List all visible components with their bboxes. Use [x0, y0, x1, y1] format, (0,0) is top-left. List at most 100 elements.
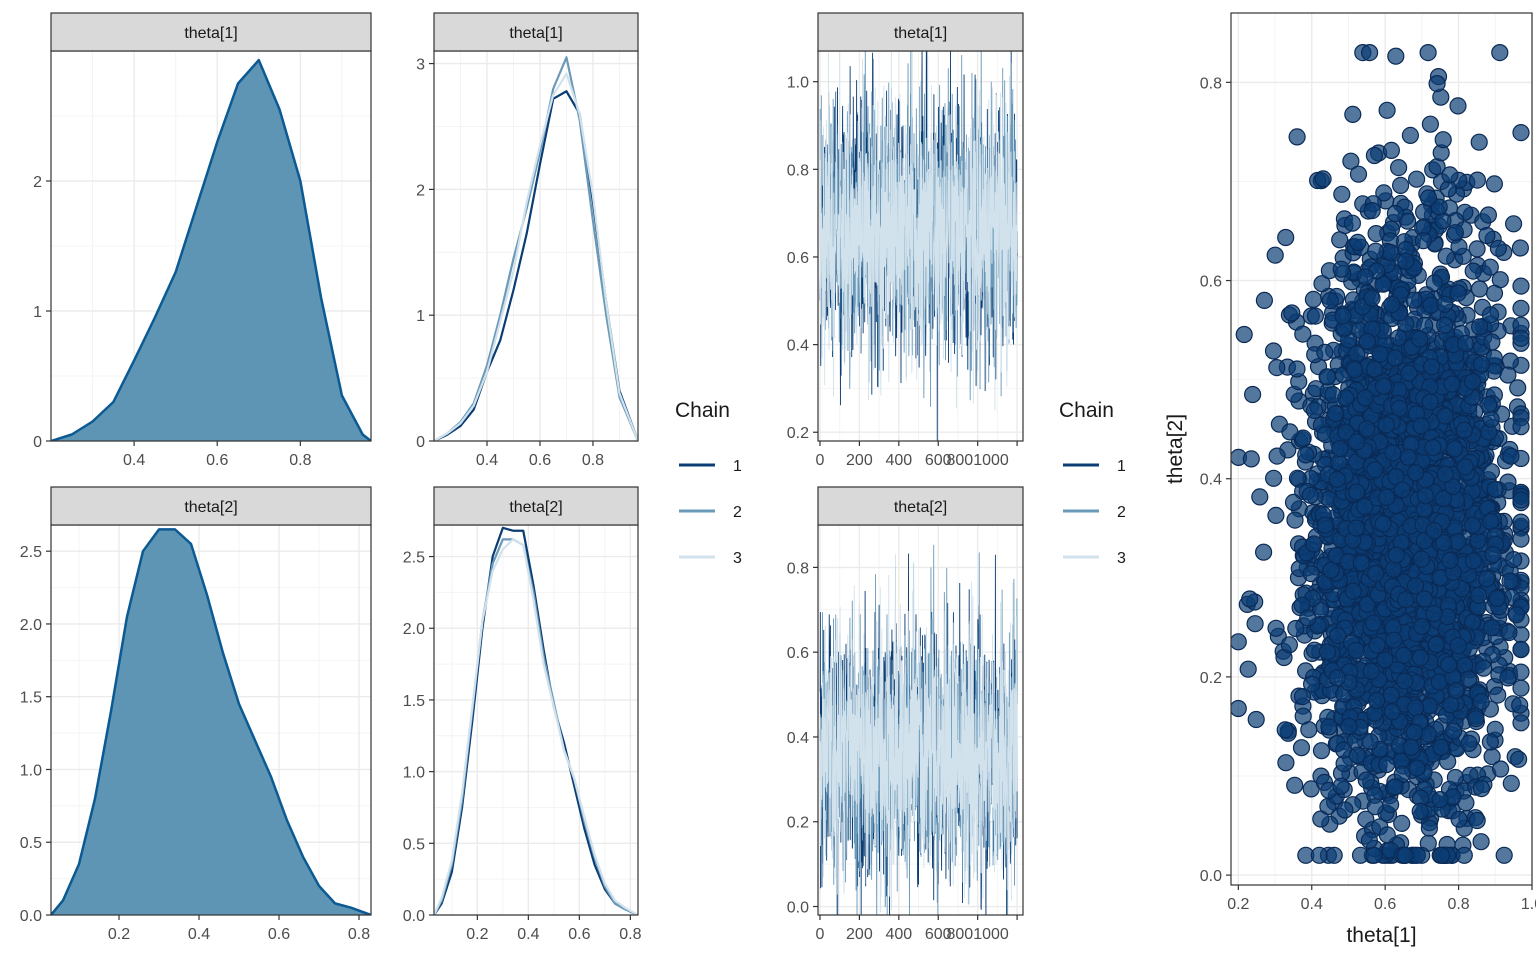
scatter-point: [1344, 582, 1362, 600]
scatter-point: [1442, 696, 1460, 714]
y-tick-label: 0.5: [20, 835, 42, 852]
scatter-point: [1302, 564, 1320, 583]
scatter-point: [1445, 440, 1464, 458]
scatter-point: [1357, 771, 1375, 789]
scatter-point: [1511, 239, 1530, 257]
scatter-point: [1387, 546, 1406, 564]
scatter-point: [1419, 43, 1437, 62]
scatter-point: [1389, 159, 1408, 177]
scatter-point: [1363, 289, 1381, 307]
scatter-point: [1264, 342, 1283, 360]
scatter-point: [1463, 372, 1482, 391]
scatter-point: [1436, 465, 1454, 483]
scatter-point: [1352, 554, 1370, 572]
scatter-point: [1481, 258, 1499, 276]
scatter-point: [1368, 691, 1386, 710]
scatter-point: [1331, 440, 1349, 458]
scatter-point: [1489, 239, 1508, 257]
scatter-point: [1460, 670, 1478, 688]
scatter-point: [1356, 268, 1374, 286]
scatter-point: [1267, 506, 1285, 525]
scatter-point: [1247, 710, 1265, 729]
chain-legend: Chain 1 2 3: [675, 399, 742, 567]
y-tick-label: 0.0: [787, 900, 809, 917]
scatter-point: [1361, 733, 1379, 751]
plot-area: [1231, 43, 1530, 864]
x-tick-label: 0.4: [517, 926, 539, 943]
scatter-point: [1449, 284, 1467, 302]
scatter-point: [1363, 202, 1381, 220]
strip-label: theta[1]: [509, 25, 562, 42]
scatter-point: [1436, 316, 1454, 334]
x-tick-label: 0.8: [1447, 896, 1469, 913]
strip-background: [817, 12, 1024, 52]
scatter-point: [1367, 564, 1385, 583]
y-tick-label: 1.0: [403, 765, 425, 782]
y-tick-label: 0.8: [787, 560, 809, 577]
scatter-point: [1512, 714, 1530, 732]
strip-background: [817, 486, 1024, 526]
x-tick-label: 0: [816, 926, 825, 943]
scatter-point: [1428, 74, 1446, 93]
scatter-point: [1416, 487, 1435, 505]
trace-line-chain-2: [819, 544, 1018, 915]
scatter-point: [1332, 777, 1350, 795]
scatter-point: [1405, 723, 1424, 742]
scatter-point: [1239, 660, 1257, 678]
scatter-point: [1390, 399, 1409, 417]
scatter-point: [1425, 274, 1443, 292]
scatter-point: [1501, 352, 1519, 370]
scatter-point: [1399, 448, 1418, 466]
scatter-point: [1480, 396, 1498, 414]
scatter-point: [1472, 833, 1490, 851]
y-tick-label: 2: [416, 182, 425, 199]
scatter-point: [1427, 635, 1445, 654]
scatter-point: [1439, 752, 1457, 771]
scatter-point: [1281, 423, 1299, 441]
scatter-point: [1356, 497, 1374, 516]
x-tick-label: 200: [846, 452, 873, 469]
scatter-point: [1474, 659, 1493, 677]
scatter-point: [1328, 669, 1346, 687]
x-tick-label: 400: [885, 926, 912, 943]
legend-label: 2: [1117, 504, 1126, 521]
scatter-point: [1406, 577, 1425, 595]
scatter-point: [1412, 550, 1431, 568]
plot-area: [434, 526, 638, 915]
scatter-point: [1288, 128, 1306, 146]
scatter-point: [1488, 589, 1506, 608]
scatter-point: [1382, 141, 1401, 159]
scatter-point: [1509, 750, 1528, 768]
scatter-point: [1332, 260, 1350, 278]
scatter-point: [1469, 586, 1488, 605]
y-tick-label: 1.0: [20, 762, 42, 779]
scatter-point: [1421, 393, 1439, 411]
scatter-point: [1378, 101, 1396, 119]
scatter-point: [1431, 790, 1449, 809]
scatter-point: [1284, 493, 1303, 511]
scatter-point: [1277, 754, 1295, 772]
scatter-point: [1441, 166, 1459, 184]
x-tick-label: 0.8: [348, 926, 370, 943]
scatter-point: [1509, 379, 1527, 397]
scatter-point: [1511, 696, 1529, 714]
scatter-point: [1424, 439, 1442, 457]
scatter-point: [1499, 669, 1517, 687]
scatter-point: [1395, 646, 1413, 665]
scatter-point: [1389, 329, 1408, 347]
y-tick-label: 1.0: [787, 75, 809, 92]
scatter-point: [1331, 231, 1349, 249]
y-tick-label: 0.8: [787, 162, 809, 179]
scatter-point: [1348, 746, 1367, 764]
scatter-point: [1407, 699, 1425, 717]
scatter-point: [1483, 333, 1501, 351]
strip-label: theta[2]: [894, 499, 947, 516]
density-line: [51, 58, 371, 441]
scatter-point: [1336, 801, 1354, 819]
x-tick-label: 200: [846, 926, 873, 943]
plot-area: [434, 56, 638, 441]
scatter-point: [1365, 846, 1383, 864]
scatter-point: [1360, 43, 1379, 62]
